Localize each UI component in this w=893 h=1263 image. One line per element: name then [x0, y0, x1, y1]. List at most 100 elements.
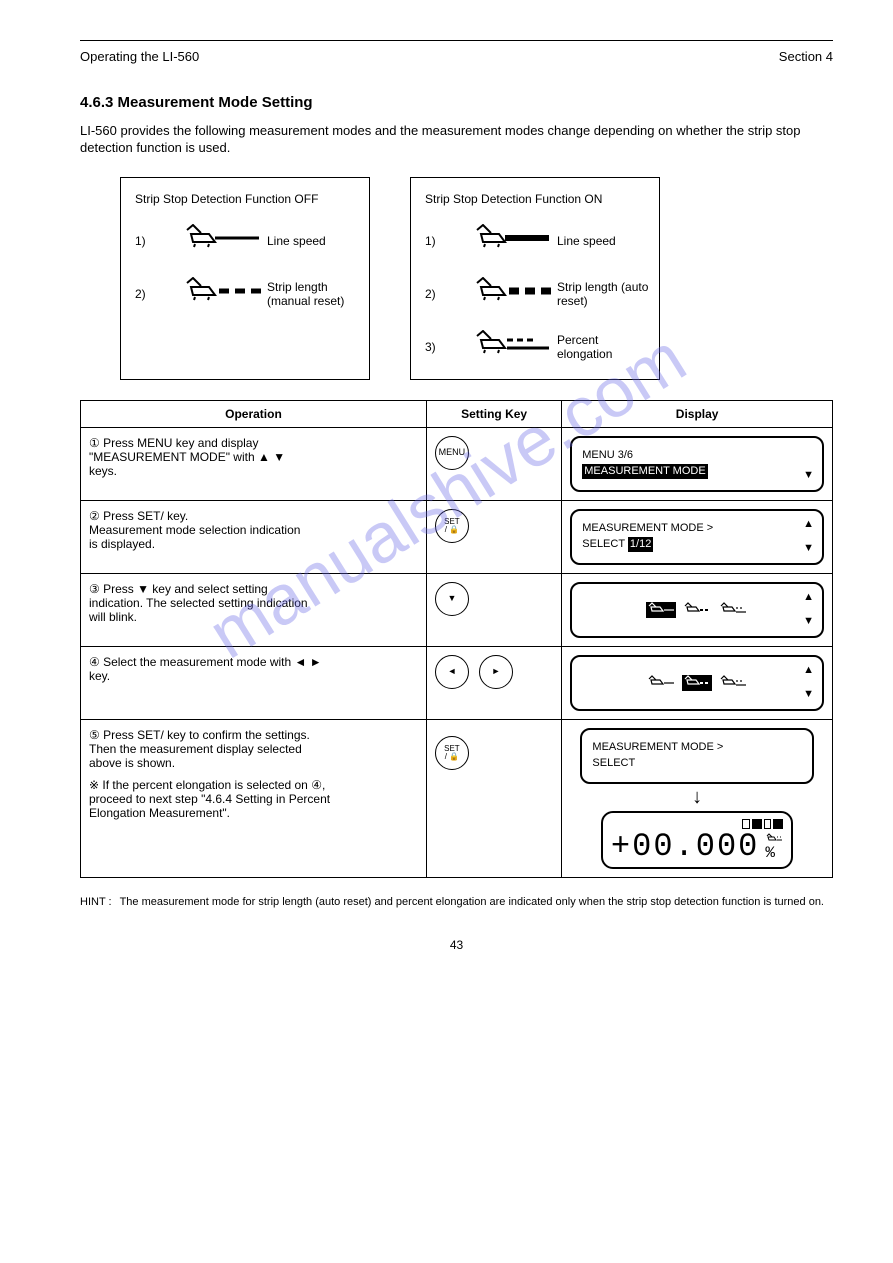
triangle-down-icon: ▼	[803, 468, 814, 483]
hint-prefix: HINT :	[80, 896, 112, 908]
op-cell: ⑤ Press SET/ key to confirm the settings…	[81, 719, 427, 877]
lcd-main-value: +00.000	[611, 831, 759, 863]
status-seg-active	[773, 819, 783, 829]
panel-on-row-2: 2) Strip length (auto reset)	[425, 277, 649, 312]
display-cell: MENU 3/6 MEASUREMENT MODE ▼	[562, 427, 833, 500]
table-row: ② Press SET/ key. Measurement mode selec…	[81, 500, 833, 573]
display-cell: MEASUREMENT MODE > SELECT ↓	[562, 719, 833, 877]
set-lock-button[interactable]: SET / 🔒	[435, 736, 469, 770]
lcd-display: ▲ ▼	[570, 582, 824, 638]
lcd-line2-inverted: MEASUREMENT MODE	[582, 464, 707, 479]
panel-mode-on: Strip Stop Detection Function ON 1) Line…	[410, 177, 660, 380]
down-button[interactable]: ▼	[435, 582, 469, 616]
right-button[interactable]: ►	[479, 655, 513, 689]
mode-icon-1-sel	[646, 602, 676, 618]
lcd-line2-prefix: SELECT	[582, 538, 628, 550]
table-row: ① Press MENU key and display "MEASUREMEN…	[81, 427, 833, 500]
key-cell: ◄ ►	[426, 646, 561, 719]
display-cell: ▲ ▼	[562, 573, 833, 646]
lcd-line2-inverted: 1/12	[628, 537, 653, 552]
mode-icon-3	[718, 675, 748, 691]
meter-dash-line-icon	[471, 330, 551, 365]
op-cell: ③ Press ▼ key and select setting indicat…	[81, 573, 427, 646]
lcd-line1: MENU 3/6	[582, 448, 812, 463]
row-number: 2)	[425, 287, 465, 301]
row-label: Strip length (auto reset)	[557, 280, 649, 308]
section-title: 4.6.3 Measurement Mode Setting	[80, 94, 833, 111]
meter-line-bold-icon	[471, 224, 551, 259]
table-row: ④ Select the measurement mode with ◄ ► k…	[81, 646, 833, 719]
row-label: Line speed	[557, 234, 649, 248]
menu-button[interactable]: MENU	[435, 436, 469, 470]
key-cell: ▼	[426, 573, 561, 646]
lcd-line2: SELECT	[592, 756, 801, 771]
hint-text: The measurement mode for strip length (a…	[120, 896, 824, 908]
meter-line-icon	[181, 224, 261, 259]
mode-icon-2-sel	[682, 675, 712, 691]
panel-mode-off: Strip Stop Detection Function OFF 1) Lin…	[120, 177, 370, 380]
table-row: ⑤ Press SET/ key to confirm the settings…	[81, 719, 833, 877]
page-number: 43	[80, 938, 833, 952]
lcd-display: ▲ ▼	[570, 655, 824, 711]
panel-off-row-1: 1) Line speed	[135, 224, 359, 259]
page-header: Operating the LI-560 Section 4	[80, 49, 833, 64]
header-left: Operating the LI-560	[80, 49, 199, 64]
op-cell: ① Press MENU key and display "MEASUREMEN…	[81, 427, 427, 500]
section-desc: LI-560 provides the following measuremen…	[80, 123, 833, 157]
mode-icon-3	[718, 602, 748, 618]
key-cell: MENU	[426, 427, 561, 500]
set-lock-button[interactable]: SET / 🔒	[435, 509, 469, 543]
row-label: Line speed	[267, 234, 359, 248]
arrow-down-icon: ↓	[692, 786, 702, 809]
panel-off-caption: Strip Stop Detection Function OFF	[135, 192, 359, 206]
mode-icon-1	[646, 675, 676, 691]
triangle-down-icon: ▼	[803, 541, 814, 556]
top-rule	[80, 40, 833, 41]
op-cell: ④ Select the measurement mode with ◄ ► k…	[81, 646, 427, 719]
panel-on-row-1: 1) Line speed	[425, 224, 649, 259]
row-label: Percent elongation	[557, 333, 649, 361]
panel-off-row-2: 2) Strip length (manual reset)	[135, 277, 359, 312]
lcd-line1: MEASUREMENT MODE >	[582, 521, 812, 536]
header-right: Section 4	[779, 49, 833, 64]
row-number: 2)	[135, 287, 175, 301]
th-key: Setting Key	[426, 400, 561, 427]
row-label: Strip length (manual reset)	[267, 280, 359, 308]
meter-seg-bold-icon	[471, 277, 551, 312]
key-cell: SET / 🔒	[426, 500, 561, 573]
lcd-display: MEASUREMENT MODE > SELECT 1/12 ▲ ▼	[570, 509, 824, 565]
lock-label: / 🔒	[445, 526, 459, 534]
lcd-display: MEASUREMENT MODE > SELECT	[580, 728, 813, 784]
lcd-display: MENU 3/6 MEASUREMENT MODE ▼	[570, 436, 824, 492]
triangle-down-icon: ▼	[803, 687, 814, 702]
mode-icon-2	[682, 602, 712, 618]
meter-seg-icon	[181, 277, 261, 312]
op-cell: ② Press SET/ key. Measurement mode selec…	[81, 500, 427, 573]
mode-icons-row	[646, 675, 748, 691]
lock-label: / 🔒	[445, 753, 459, 761]
triangle-up-icon: ▲	[803, 517, 814, 532]
lcd-line1: MEASUREMENT MODE >	[592, 740, 801, 755]
row-number: 1)	[135, 234, 175, 248]
lcd-unit: %	[765, 845, 777, 863]
mode-icons-row	[646, 602, 748, 618]
triangle-up-icon: ▲	[803, 590, 814, 605]
op-text: ① Press MENU key and display "MEASUREMEN…	[89, 436, 418, 478]
hint-block: HINT : The measurement mode for strip le…	[80, 896, 833, 908]
row-number: 3)	[425, 340, 465, 354]
panel-on-row-3: 3) Percent elongation	[425, 330, 649, 365]
display-cell: ▲ ▼	[562, 646, 833, 719]
triangle-up-icon: ▲	[803, 663, 814, 678]
procedure-table: Operation Setting Key Display ① Press ME…	[80, 400, 833, 878]
th-operation: Operation	[81, 400, 427, 427]
left-button[interactable]: ◄	[435, 655, 469, 689]
table-row: ③ Press ▼ key and select setting indicat…	[81, 573, 833, 646]
row-number: 1)	[425, 234, 465, 248]
lcd-main-display: +00.000 %	[601, 811, 793, 869]
panel-on-caption: Strip Stop Detection Function ON	[425, 192, 649, 206]
status-seg	[764, 819, 772, 829]
triangle-down-icon: ▼	[803, 614, 814, 629]
th-display: Display	[562, 400, 833, 427]
key-cell: SET / 🔒	[426, 719, 561, 877]
display-cell: MEASUREMENT MODE > SELECT 1/12 ▲ ▼	[562, 500, 833, 573]
